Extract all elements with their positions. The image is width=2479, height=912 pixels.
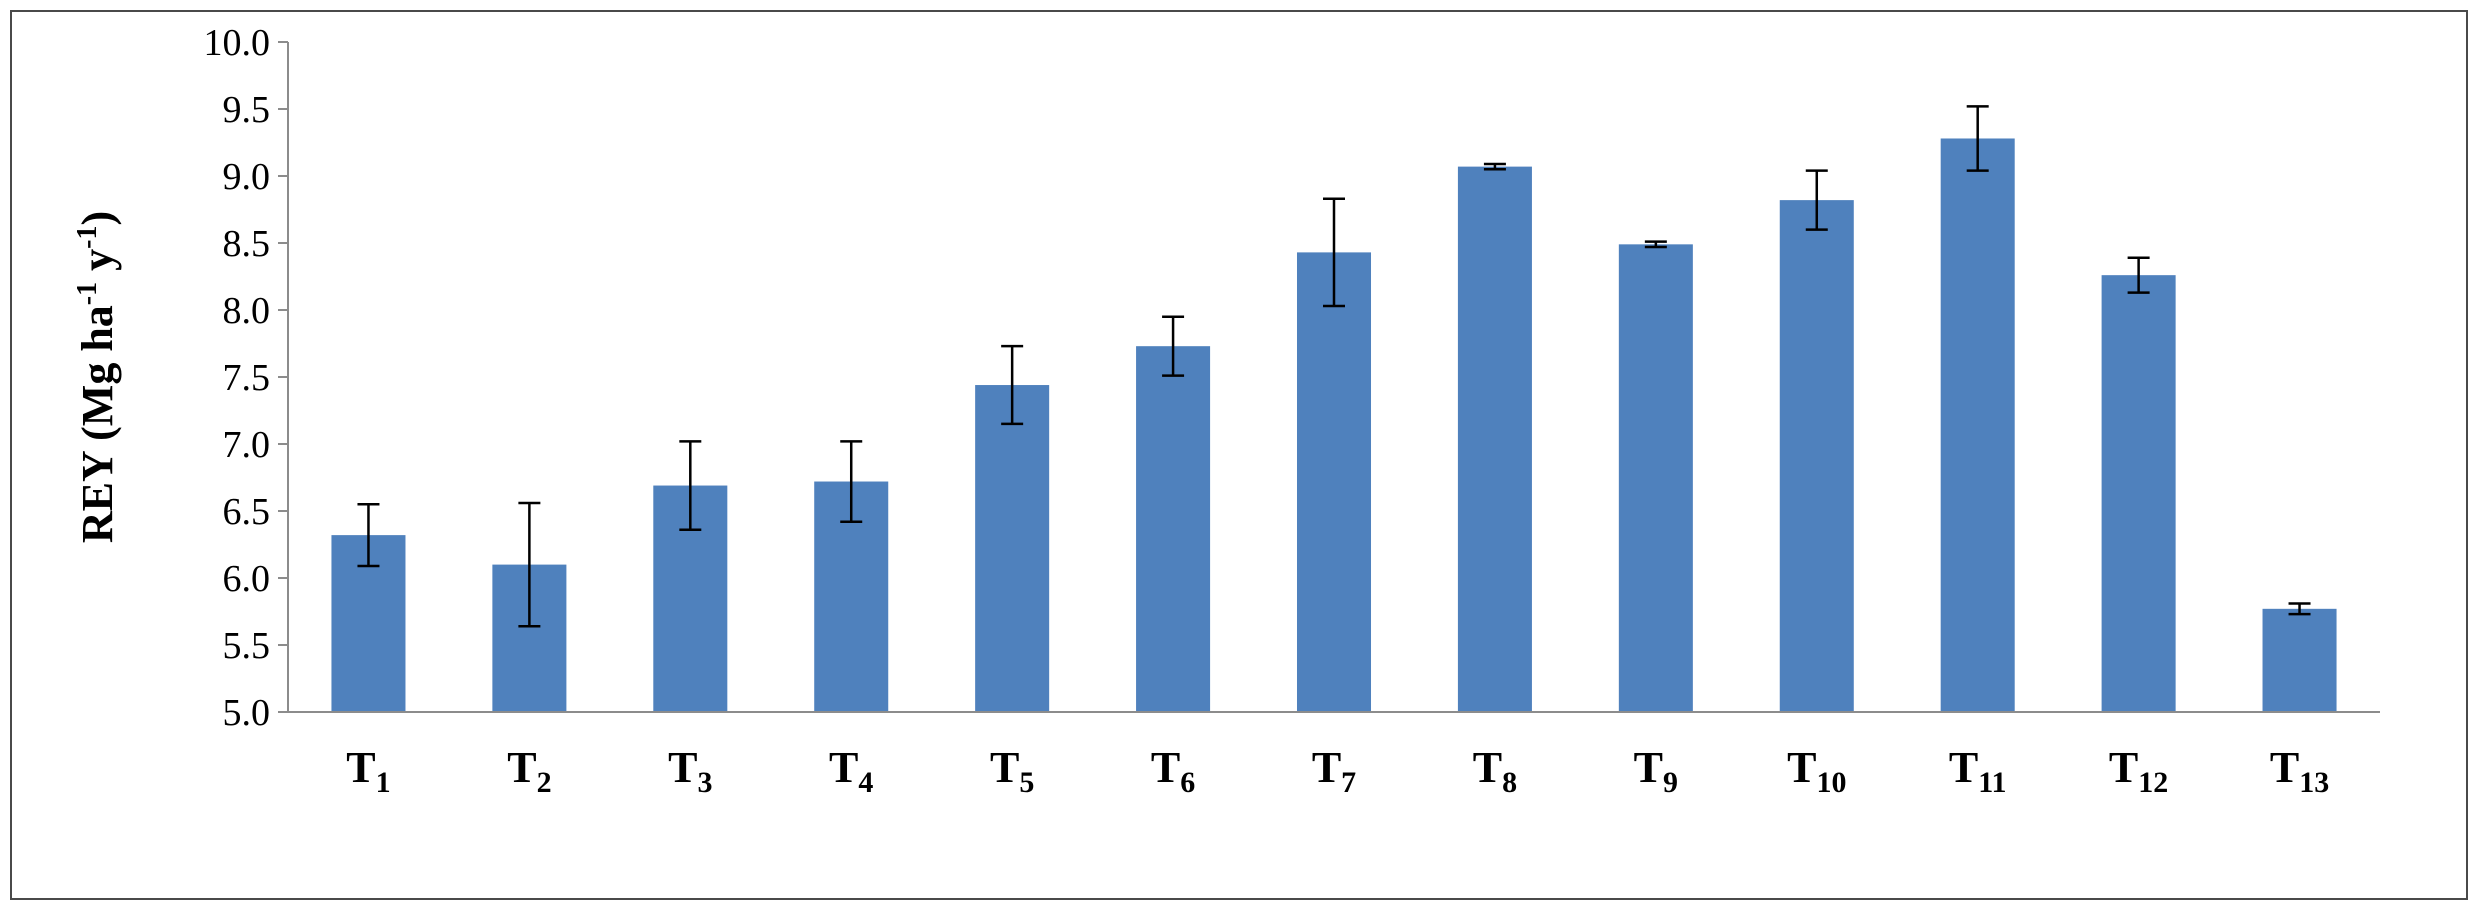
- x-tick-label: T3: [668, 743, 712, 799]
- error-bars: [357, 105, 2311, 628]
- bar: [1457, 166, 1532, 712]
- x-tick-label: T12: [2109, 743, 2168, 799]
- bars: [331, 138, 2337, 713]
- y-axis-ticks: 5.0 5.5 6.0 6.5 7.0 7.5 8.0 8.5 9.0 9.5 10.0: [204, 22, 288, 734]
- bar: [1779, 200, 1854, 712]
- x-tick-label: T13: [2270, 743, 2329, 799]
- chart-frame: [10, 10, 2468, 900]
- y-tick-label: 5.0: [223, 692, 271, 734]
- y-tick-label: 9.5: [223, 89, 271, 131]
- x-tick-label: T4: [829, 743, 873, 799]
- y-axis-label: REY (Mg ha-1 y-1): [72, 211, 122, 543]
- axes: [287, 42, 2380, 713]
- bar: [2262, 608, 2337, 712]
- y-tick-label: 5.5: [223, 625, 271, 667]
- y-tick-label: 7.5: [223, 357, 271, 399]
- y-tick-label: 8.0: [223, 290, 271, 332]
- y-tick-label: 8.5: [223, 223, 271, 265]
- y-tick-label: 6.5: [223, 491, 271, 533]
- bar: [975, 385, 1050, 712]
- x-tick-label: T5: [990, 743, 1034, 799]
- y-tick-label: 7.0: [223, 424, 271, 466]
- bar: [2101, 275, 2176, 712]
- bar: [1136, 346, 1211, 712]
- y-tick-label: 6.0: [223, 558, 271, 600]
- bar: [1940, 138, 2015, 713]
- x-axis-labels: T1 T2 T3 T4 T5 T6 T7 T8 T9 T10 T11 T12 T13: [346, 743, 2329, 799]
- y-axis-title: REY (Mg ha-1 y-1): [72, 211, 122, 543]
- x-tick-label: T11: [1949, 743, 2007, 799]
- x-tick-label: T8: [1473, 743, 1517, 799]
- y-tick-label: 10.0: [204, 22, 271, 64]
- x-tick-label: T10: [1787, 743, 1846, 799]
- x-tick-label: T9: [1634, 743, 1678, 799]
- bar: [1618, 244, 1693, 712]
- y-tick-label: 9.0: [223, 156, 271, 198]
- x-tick-label: T6: [1151, 743, 1195, 799]
- x-tick-label: T1: [346, 743, 390, 799]
- x-tick-label: T2: [507, 743, 551, 799]
- bar: [1296, 252, 1372, 712]
- x-tick-label: T7: [1312, 743, 1356, 799]
